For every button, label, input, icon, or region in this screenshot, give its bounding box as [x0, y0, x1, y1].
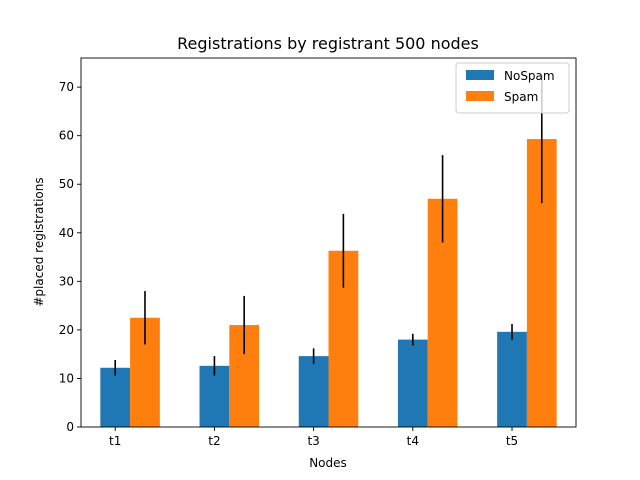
legend: NoSpam Spam: [455, 62, 570, 114]
y-tick-label: 20: [59, 323, 74, 337]
x-tick-label-t5: t5: [506, 434, 518, 448]
x-tick-label-t3: t3: [307, 434, 319, 448]
x-tick-label-t1: t1: [109, 434, 121, 448]
bar-nospam-t4: [397, 339, 428, 427]
legend-label-spam: Spam: [504, 90, 538, 104]
bar-nospam-t3: [298, 356, 329, 427]
plot-area: 0 10 20 30 40 50 60 70 t1 t2 t3 t4 t5: [59, 57, 577, 448]
bar-nospam-t5: [497, 331, 527, 427]
x-tick-label-t4: t4: [407, 434, 419, 448]
x-axis-label: Nodes: [309, 456, 347, 470]
legend-swatch-nospam: [466, 70, 494, 80]
legend-label-nospam: NoSpam: [504, 69, 555, 83]
chart-title: Registrations by registrant 500 nodes: [177, 34, 479, 53]
x-tick-label-t2: t2: [208, 434, 220, 448]
y-tick-label: 60: [59, 129, 74, 143]
y-tick-label: 40: [59, 226, 74, 240]
plot-frame: [80, 57, 577, 428]
y-tick-label: 50: [59, 177, 74, 191]
y-tick-label: 0: [66, 420, 74, 434]
y-tick-label: 30: [59, 274, 74, 288]
bar-nospam-t1: [100, 367, 131, 427]
y-tick-label: 70: [59, 80, 74, 94]
bar-nospam-t2: [199, 365, 230, 427]
y-axis-label: #placed registrations: [32, 177, 46, 306]
legend-swatch-spam: [466, 91, 494, 101]
y-tick-label: 10: [59, 371, 74, 385]
